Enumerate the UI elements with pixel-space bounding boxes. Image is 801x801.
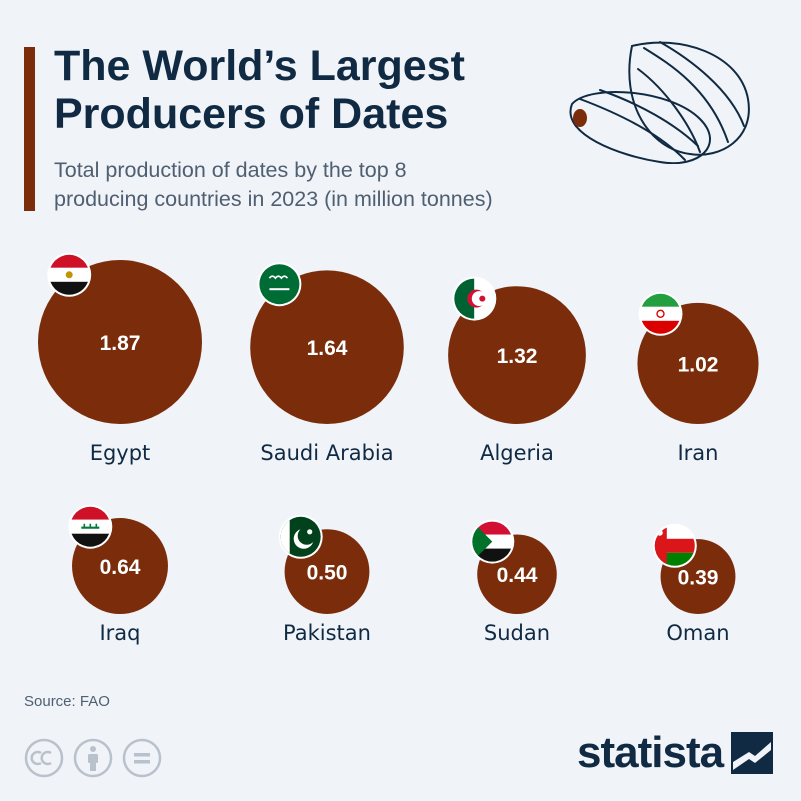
category-label-iran: Iran xyxy=(677,441,718,465)
license-icons xyxy=(24,738,162,778)
statista-mark-icon xyxy=(731,732,774,774)
pakistan-flag-icon xyxy=(278,514,323,559)
sudan-flag-icon xyxy=(470,519,515,564)
attribution-icon[interactable] xyxy=(73,738,113,778)
value-label-saudi-arabia: 1.64 xyxy=(307,337,348,360)
iran-flag-icon xyxy=(638,291,683,336)
dates-fruit-icon xyxy=(569,41,750,164)
category-label-oman: Oman xyxy=(666,621,729,645)
source-note: Source: FAO xyxy=(24,693,110,710)
value-label-iraq: 0.64 xyxy=(100,556,141,579)
category-label-iraq: Iraq xyxy=(99,621,140,645)
brand-name: statista xyxy=(577,728,724,777)
chart-subtitle: Total production of dates by the top 8 pr… xyxy=(54,158,493,211)
egypt-flag-icon xyxy=(47,252,92,297)
value-label-oman: 0.39 xyxy=(678,567,719,590)
algeria-flag-icon xyxy=(452,276,497,321)
bubble-egypt xyxy=(38,260,202,424)
oman-flag-icon xyxy=(652,523,697,568)
category-label-pakistan: Pakistan xyxy=(283,621,371,645)
value-label-egypt: 1.87 xyxy=(100,332,141,355)
title-accent-bar xyxy=(24,47,35,211)
category-label-algeria: Algeria xyxy=(480,441,554,465)
no-derivatives-icon[interactable] xyxy=(122,738,162,778)
category-label-egypt: Egypt xyxy=(90,441,151,465)
bubble-saudi-arabia xyxy=(250,270,404,424)
category-label-saudi-arabia: Saudi Arabia xyxy=(260,441,393,465)
value-label-algeria: 1.32 xyxy=(497,345,538,368)
saudi-arabia-flag-icon xyxy=(257,262,302,307)
category-label-sudan: Sudan xyxy=(484,621,550,645)
page-title: The World’s Largest Producers of Dates xyxy=(54,42,465,138)
value-label-sudan: 0.44 xyxy=(497,564,538,587)
iraq-flag-icon xyxy=(68,504,113,549)
value-label-iran: 1.02 xyxy=(678,353,719,376)
creative-commons-icon[interactable] xyxy=(24,738,64,778)
value-label-pakistan: 0.50 xyxy=(307,562,348,585)
bubble-algeria xyxy=(448,286,586,424)
statista-logo[interactable]: statista xyxy=(577,728,774,777)
